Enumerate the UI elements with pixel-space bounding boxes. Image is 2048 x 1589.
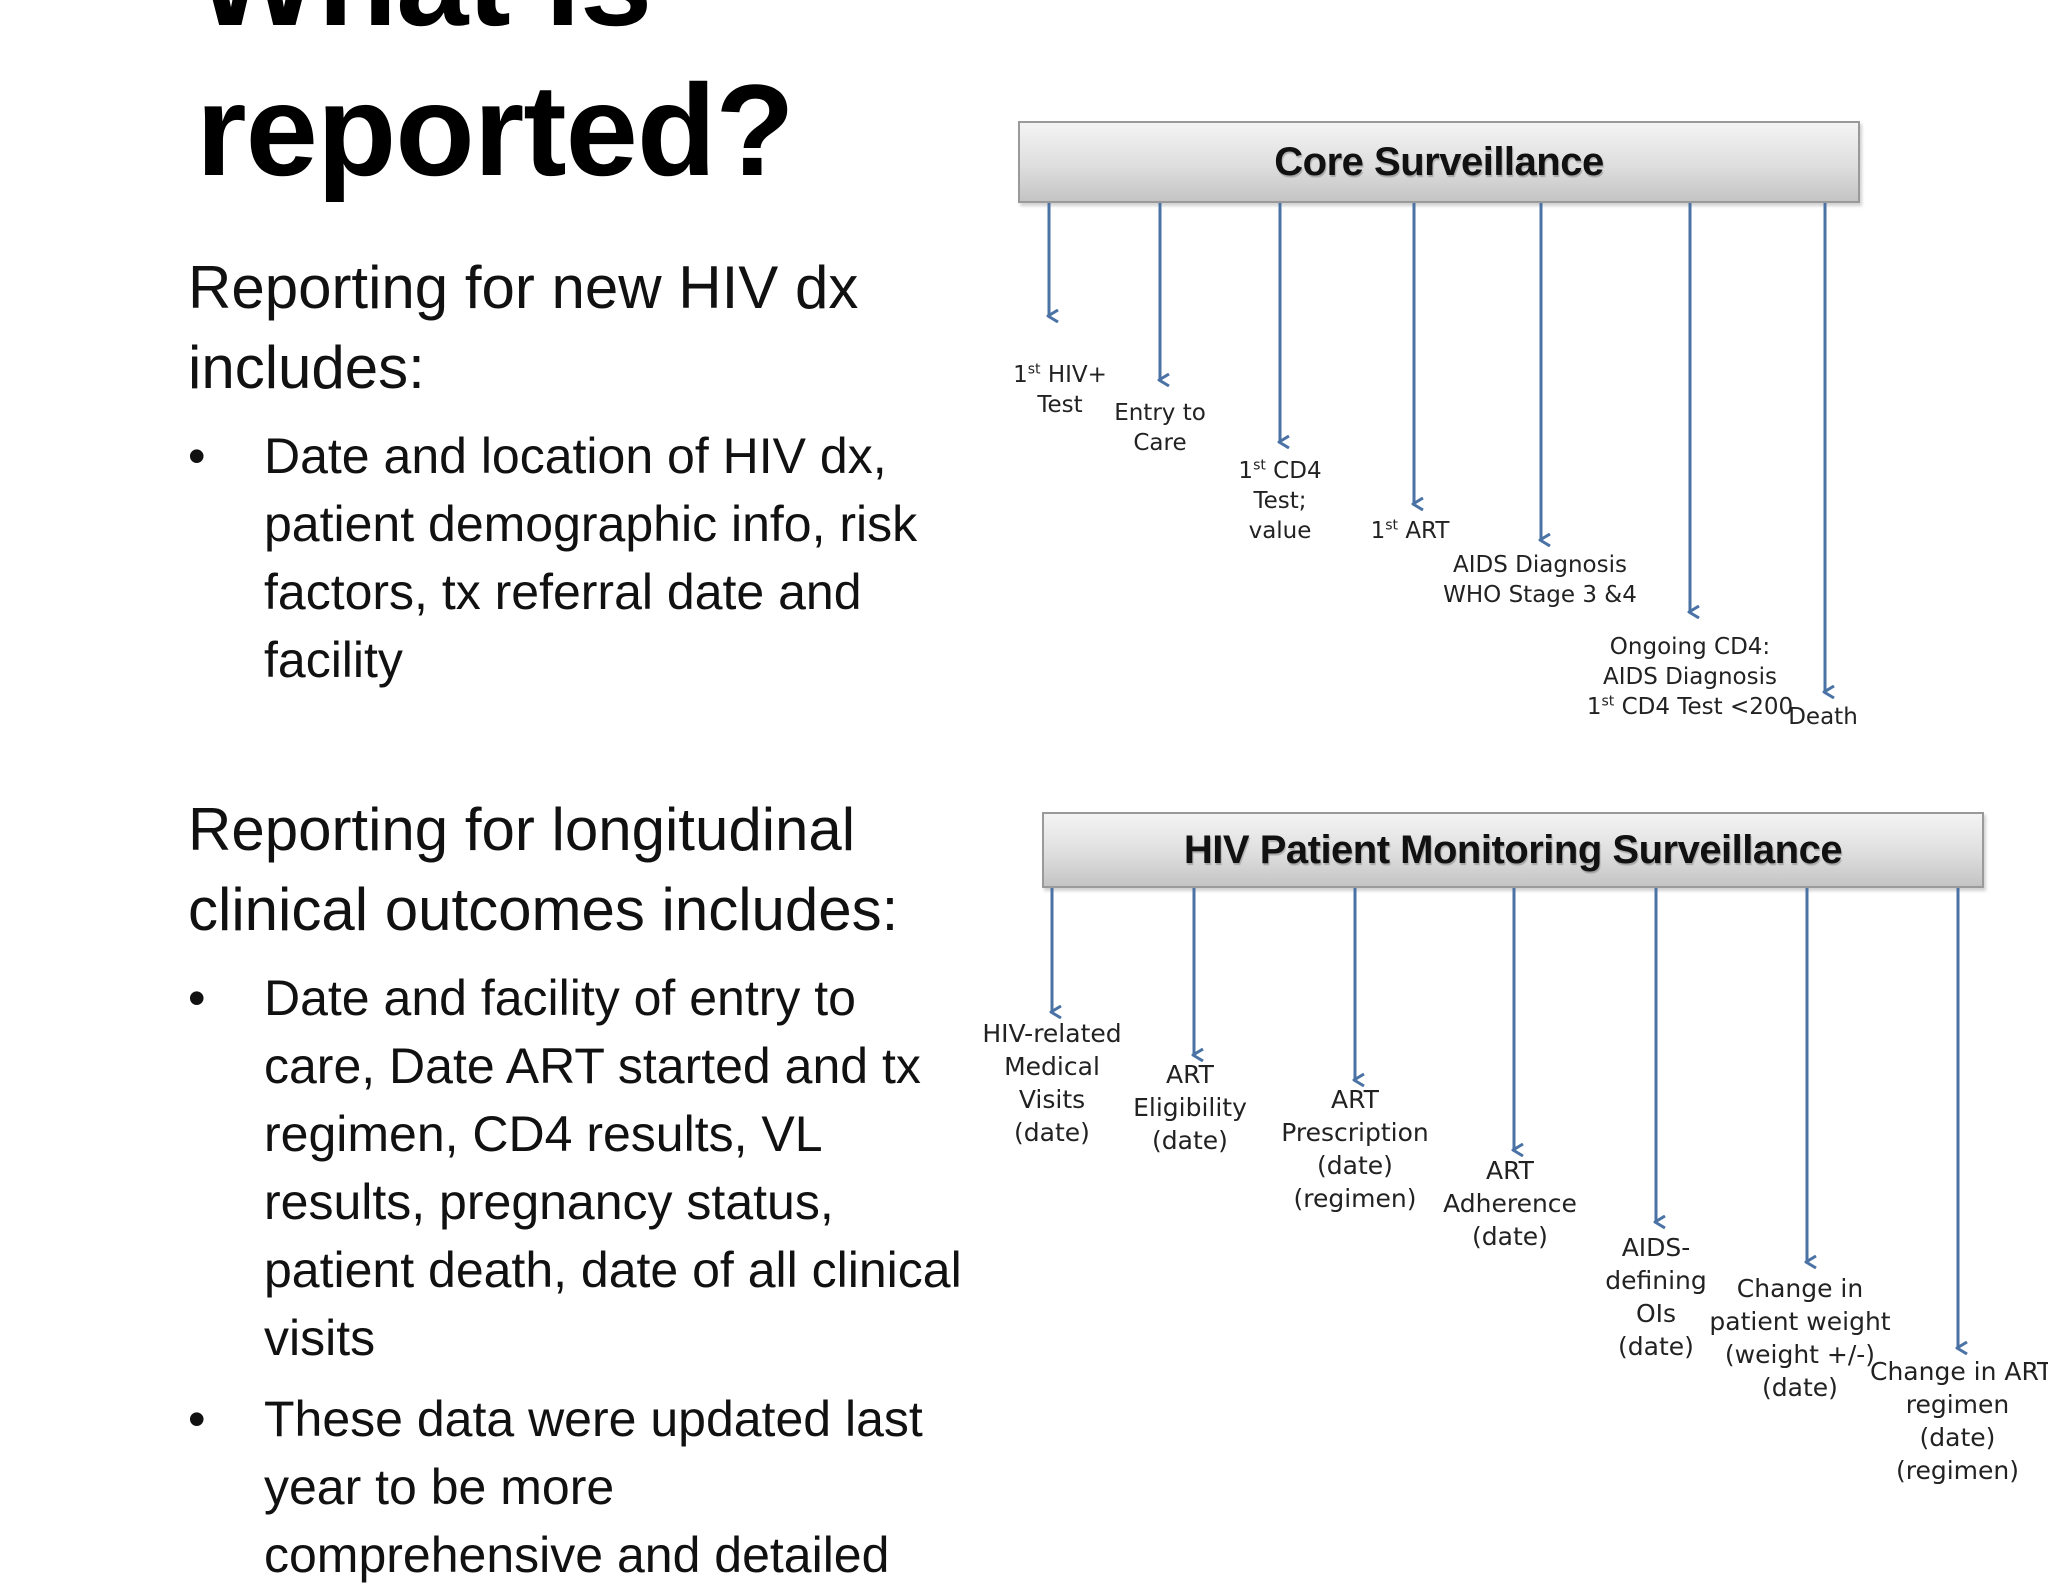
node-label-line: WHO Stage 3 &4 <box>1443 582 1637 608</box>
node-aids-defining-ois: AIDS-defining OIs (date) <box>1586 1231 1726 1363</box>
node-death: Death <box>1778 702 1868 732</box>
node-label-line: AIDS Diagnosis <box>1603 664 1777 690</box>
node-label-line: (date) <box>1317 1151 1393 1180</box>
node-label-line: (date) <box>1014 1118 1090 1147</box>
node-label-line: Prescription <box>1281 1118 1429 1147</box>
node-label-line: Entry to <box>1114 400 1206 426</box>
slide-title-line-2: reported? <box>196 57 795 203</box>
node-label-line: regimen <box>1905 1390 2010 1419</box>
node-ongoing-cd4: Ongoing CD4: AIDS Diagnosis 1st CD4 Test <… <box>1580 632 1800 722</box>
node-label-line: Eligibility <box>1133 1093 1247 1122</box>
section2-bullet-1: Date and facility of entry to care, Date… <box>264 970 962 1366</box>
node-label-line: defining <box>1605 1266 1707 1295</box>
node-label-line: Medical <box>1004 1052 1100 1081</box>
node-label-line: (date) <box>1618 1332 1694 1361</box>
node-label-line: (date) <box>1762 1373 1838 1402</box>
node-label-line: Test <box>1037 392 1083 418</box>
node-art-regimen-change: Change in ART regimen (date) (regimen) <box>1870 1355 2048 1487</box>
patient-monitoring-banner: HIV Patient Monitoring Surveillance <box>1042 812 1984 888</box>
node-label-line: Test; <box>1253 488 1307 514</box>
node-label-line: OIs <box>1635 1299 1677 1328</box>
node-label-line: (date) <box>1919 1423 1996 1452</box>
node-weight-change: Change in patient weight (weight +/-) (date… <box>1705 1272 1895 1404</box>
node-label-line: Change in ART <box>1870 1357 2048 1386</box>
section2-lead: Reporting for longitudinal clinical outc… <box>188 796 899 943</box>
node-label-line: (date) <box>1472 1222 1548 1251</box>
node-first-art: 1st ART <box>1350 516 1470 546</box>
node-label-line: HIV-related <box>982 1019 1122 1048</box>
node-label-line: Visits <box>1018 1085 1086 1114</box>
node-label-line: Change in <box>1736 1274 1864 1303</box>
node-label-line: Adherence <box>1443 1189 1577 1218</box>
slide-title-line-1: What is <box>196 0 1016 55</box>
node-label-line: 1st CD4 Test <200 <box>1586 693 1794 720</box>
node-label-line: ART <box>1486 1156 1534 1185</box>
slide-title: What is reported? <box>196 0 1016 205</box>
node-label-line: (weight +/-) <box>1724 1340 1876 1369</box>
node-label-line: Ongoing CD4: <box>1609 634 1771 660</box>
section1-bullet-1: Date and location of HIV dx, patient dem… <box>264 428 918 688</box>
node-art-prescription: ART Prescription (date) (regimen) <box>1270 1083 1440 1215</box>
node-label-line: ART <box>1331 1085 1379 1114</box>
core-surveillance-banner: Core Surveillance <box>1018 121 1860 203</box>
bullet-marker: • <box>188 970 206 1026</box>
node-label-line: 1st HIV+ <box>1013 361 1107 388</box>
node-medical-visits: HIV-related Medical Visits (date) <box>982 1017 1122 1149</box>
node-first-hiv-test: 1st HIV+ Test <box>1000 360 1120 420</box>
node-label-line: AIDS Diagnosis <box>1453 552 1627 578</box>
section1-lead: Reporting for new HIV dx includes: <box>188 254 859 401</box>
node-first-cd4-test: 1st CD4 Test; value <box>1220 456 1340 546</box>
node-label-line: Care <box>1133 430 1187 456</box>
node-entry-to-care: Entry to Care <box>1100 398 1220 458</box>
node-label-line: 1st ART <box>1370 517 1450 544</box>
bullet-marker: • <box>188 428 206 484</box>
node-label-line: Death <box>1788 704 1858 730</box>
node-label-line: 1st CD4 <box>1238 457 1322 484</box>
node-art-adherence: ART Adherence (date) <box>1430 1154 1590 1253</box>
node-label-line: (regimen) <box>1895 1456 2019 1485</box>
node-aids-diagnosis: AIDS Diagnosis WHO Stage 3 &4 <box>1440 550 1640 610</box>
section2-bullet-2: These data were updated last year to be … <box>264 1391 923 1583</box>
node-label-line: (date) <box>1152 1126 1228 1155</box>
node-label-line: (regimen) <box>1293 1184 1417 1213</box>
node-art-eligibility: ART Eligibility (date) <box>1120 1058 1260 1157</box>
node-label-line: ART <box>1166 1060 1214 1089</box>
node-label-line: patient weight <box>1709 1307 1891 1336</box>
node-label-line: AIDS- <box>1621 1233 1691 1262</box>
bullet-marker: • <box>188 1391 206 1447</box>
node-label-line: value <box>1248 518 1312 544</box>
